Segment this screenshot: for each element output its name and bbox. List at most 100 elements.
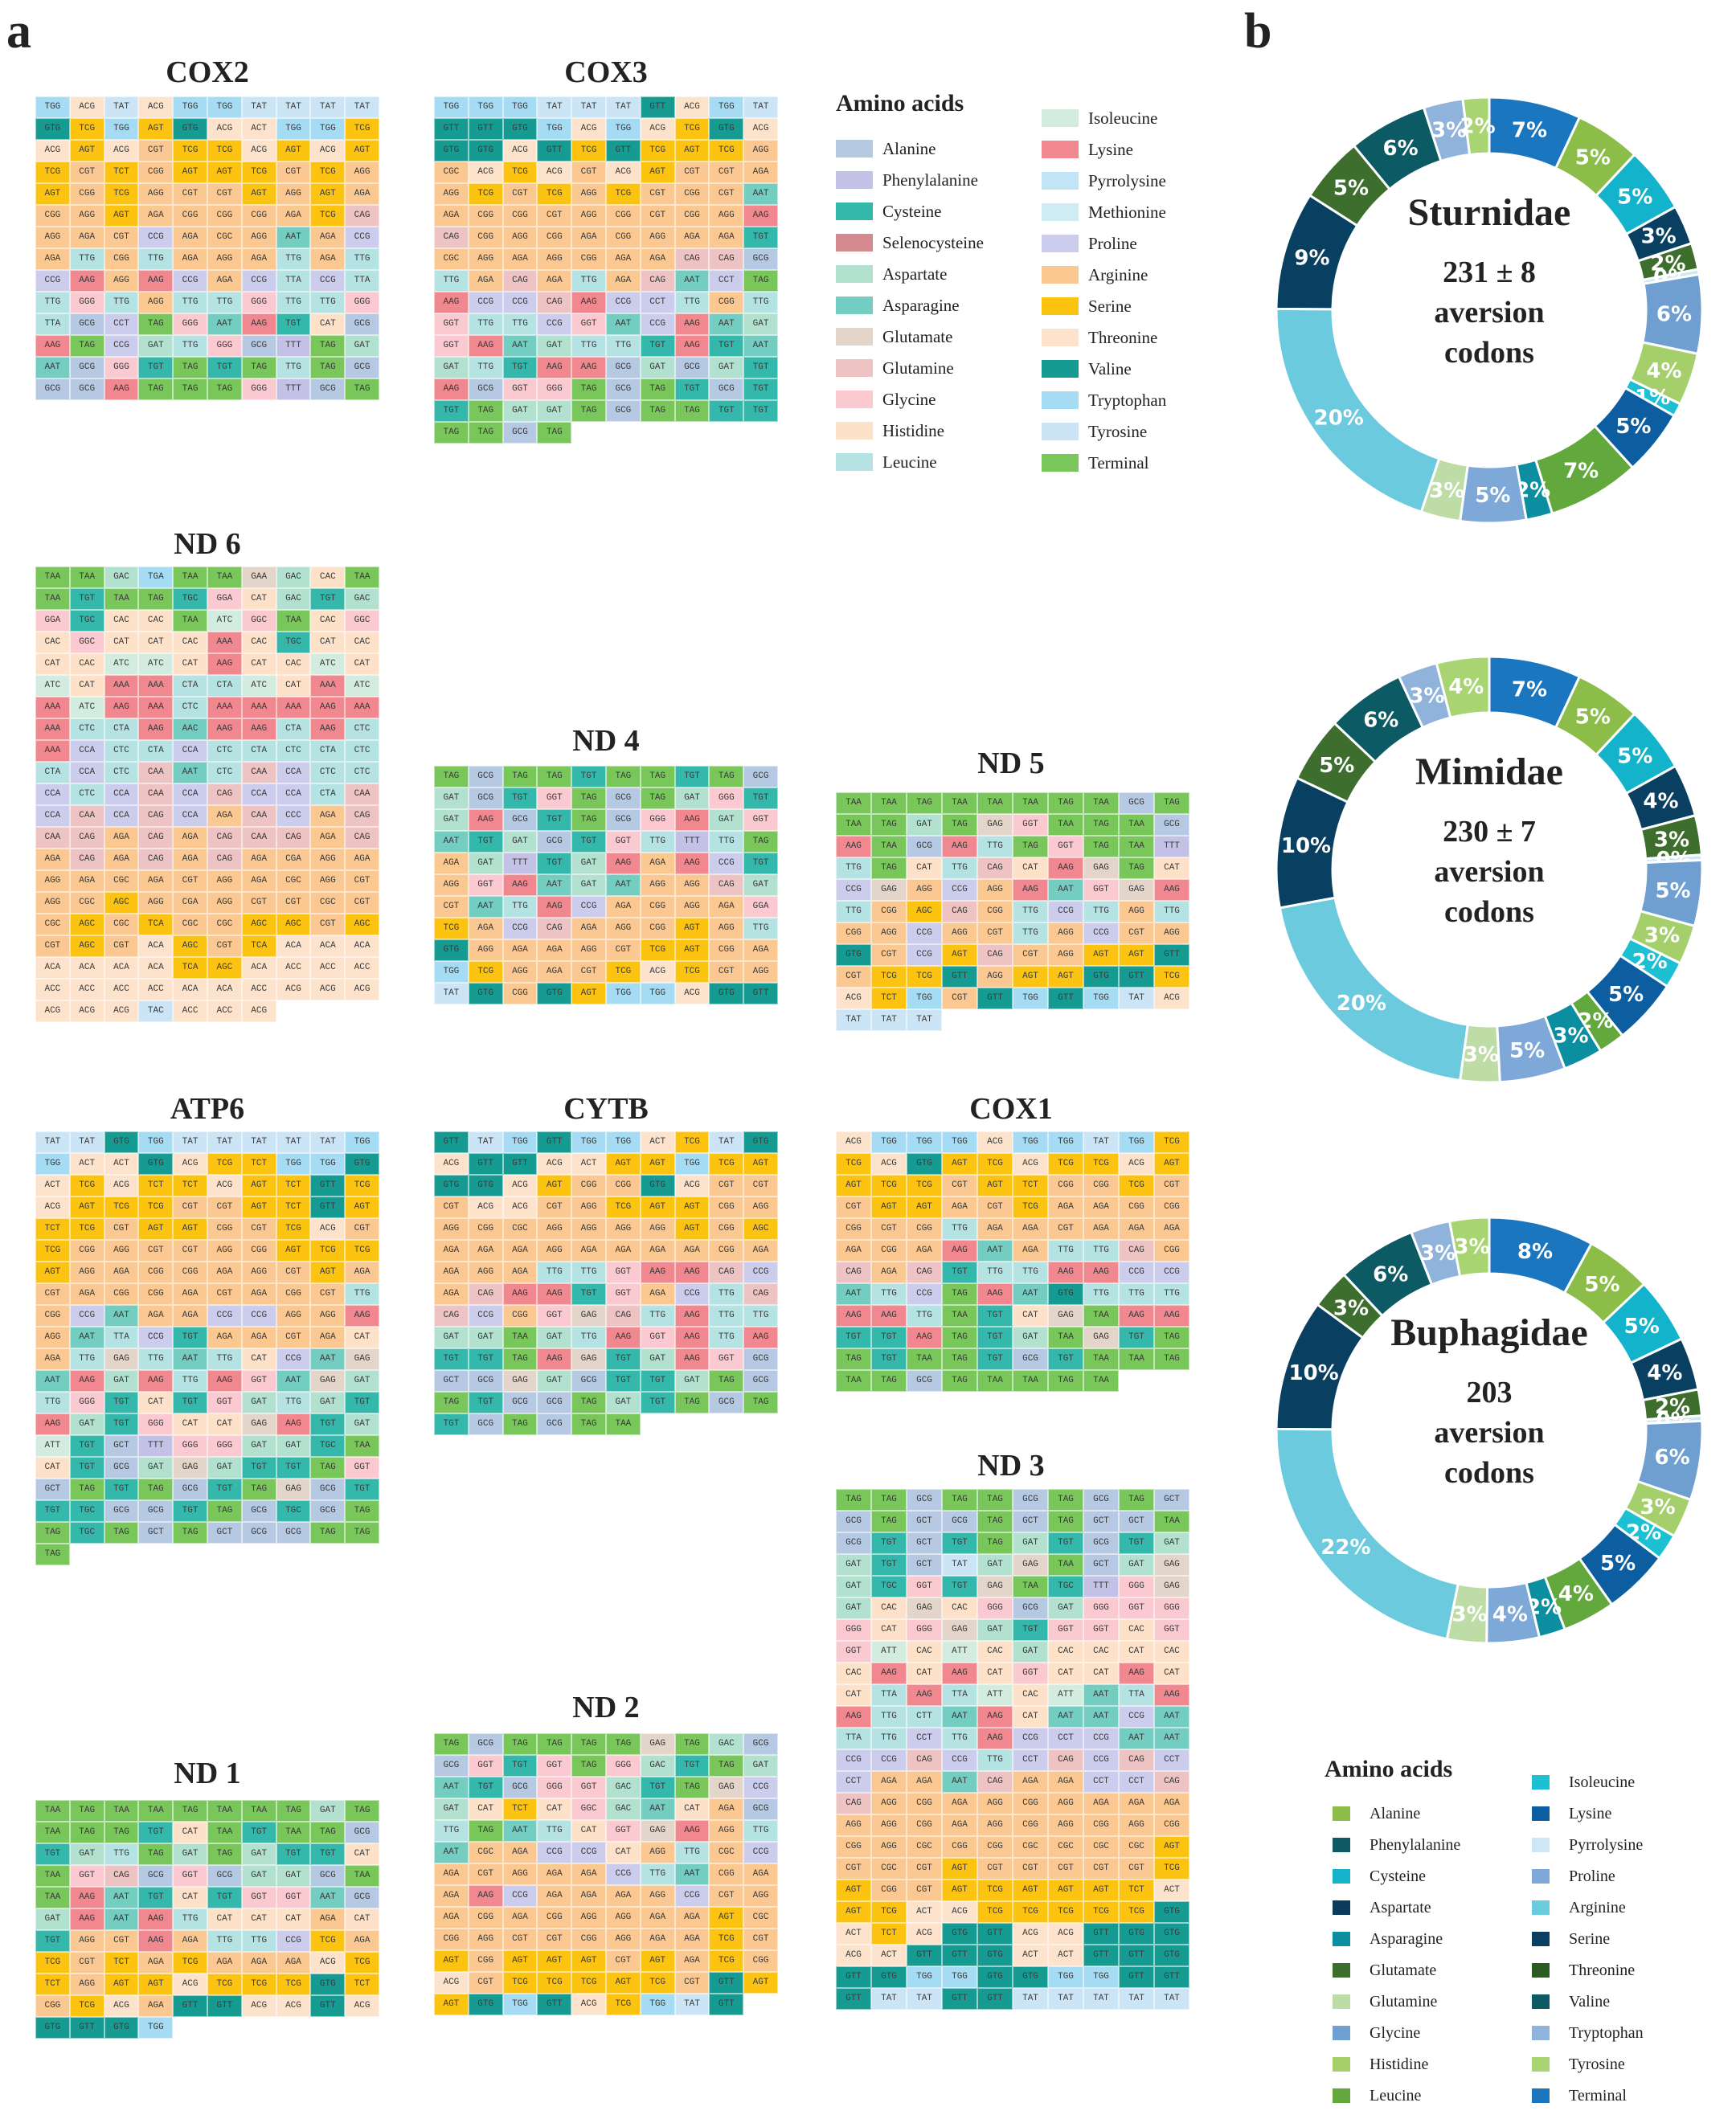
codon-cell: ACG: [35, 1196, 70, 1218]
codon-cell: AAG: [674, 853, 710, 874]
codon-cell: AGA: [173, 1305, 207, 1327]
codon-cell: ACG: [69, 96, 104, 118]
codon-cell: TAA: [241, 1800, 276, 1822]
codon-cell: GGT: [1048, 1619, 1083, 1641]
codon-cell: TAG: [977, 1489, 1013, 1511]
codon-cell: GTG: [907, 1153, 942, 1175]
codon-cell: CAG: [977, 1771, 1013, 1793]
codon-cell: ACT: [69, 1153, 104, 1175]
legend-label: Tyrosine: [1569, 2056, 1625, 2073]
codon-cell: TCG: [35, 162, 70, 183]
codon-cell: TAT: [571, 96, 606, 118]
codon-block-nd5: TAA TAA TAG TAA TAA TAA TAG TAA GCG TAG TAA TAG GAT T…: [836, 792, 1189, 1031]
codon-cell: AGG: [606, 1907, 641, 1929]
donut-slice-label: 5%: [1617, 185, 1652, 209]
codon-cell: GCG: [104, 1500, 139, 1522]
codon-cell: AGA: [674, 1240, 710, 1262]
codon-cell: CGG: [241, 1240, 276, 1262]
codon-cell: CGG: [35, 205, 70, 227]
codon-cell: GAT: [1119, 1554, 1154, 1576]
codon-cell: TCT: [276, 1175, 311, 1196]
donut-slice-label: 5%: [1333, 176, 1369, 200]
codon-cell: AGG: [977, 966, 1013, 988]
codon-cell: CGG: [709, 1240, 744, 1262]
codon-cell: CGG: [606, 205, 641, 227]
codon-cell: GAT: [537, 1370, 572, 1392]
codon-cell: TGT: [345, 1392, 379, 1413]
codon-cell: AAG: [571, 357, 606, 378]
codon-cell: TCG: [871, 1175, 907, 1196]
codon-cell: CAG: [907, 1749, 942, 1771]
codon-cell: TCG: [606, 961, 641, 983]
codon-cell: AGT: [69, 140, 104, 162]
codon-cell: GTG: [468, 983, 503, 1004]
codon-cell: GAC: [104, 567, 139, 588]
donut-slice-label: 3%: [1429, 479, 1464, 503]
legend-swatch: [836, 391, 873, 408]
codon-cell: TAG: [1119, 857, 1154, 879]
codon-cell: AAA: [104, 675, 139, 697]
codon-cell: AAT: [173, 762, 207, 783]
codon-cell: GTG: [871, 1966, 907, 1988]
codon-cell: AGA: [241, 248, 276, 270]
codon-cell: AGG: [674, 896, 710, 918]
codon-cell: CAG: [345, 827, 379, 849]
codon-cell: TAT: [35, 1131, 70, 1153]
codon-cell: TCA: [241, 935, 276, 957]
codon-cell: CGG: [907, 1218, 942, 1240]
codon-cell: AGA: [942, 1196, 977, 1218]
donut-slice-label: 5%: [1624, 1315, 1660, 1339]
codon-cell: AGT: [977, 1175, 1013, 1196]
codon-cell: AGA: [1154, 1218, 1189, 1240]
codon-cell: TGT: [640, 1392, 675, 1413]
codon-cell: AAA: [207, 632, 242, 653]
codon-cell: CAG: [1048, 1749, 1083, 1771]
codon-cell: AAG: [502, 1283, 538, 1305]
codon-cell: TAG: [241, 1479, 276, 1500]
codon-cell: AAG: [310, 718, 346, 740]
codon-cell: CCG: [241, 1305, 276, 1327]
codon-cell: TAG: [1154, 792, 1189, 814]
legend-label: Histidine: [1370, 2056, 1429, 2073]
codon-cell: TAG: [836, 1348, 871, 1370]
legend-swatch: [836, 171, 873, 189]
codon-cell: AGA: [640, 1929, 675, 1950]
codon-cell: TAG: [571, 787, 606, 809]
codon-cell: AGA: [138, 205, 174, 227]
codon-cell: TCG: [1154, 966, 1189, 988]
codon-cell: CAT: [104, 632, 139, 653]
codon-cell: AGA: [640, 1240, 675, 1262]
codon-cell: TCT: [35, 1218, 70, 1240]
codon-cell: TAT: [310, 1131, 346, 1153]
codon-cell: AGA: [709, 1798, 744, 1820]
codon-cell: TAT: [434, 983, 469, 1004]
codon-cell: TGT: [207, 1887, 242, 1908]
codon-cell: CAT: [571, 1820, 606, 1842]
codon-cell: AGG: [468, 939, 503, 961]
legend-swatch: [1532, 1806, 1550, 1821]
codon-cell: AGA: [207, 1952, 242, 1974]
codon-cell: AGG: [345, 162, 379, 183]
codon-cell: AGG: [434, 1218, 469, 1240]
codon-cell: CGG: [502, 1305, 538, 1327]
codon-cell: GTG: [709, 983, 744, 1004]
codon-cell: TAA: [1119, 1348, 1154, 1370]
codon-cell: TGC: [69, 1500, 104, 1522]
codon-cell: AGA: [537, 1863, 572, 1885]
codon-cell: CGT: [104, 227, 139, 248]
codon-cell: CGG: [69, 1240, 104, 1262]
codon-cell: AAG: [674, 1262, 710, 1283]
codon-cell: CAT: [468, 1798, 503, 1820]
codon-cell: AAG: [1048, 857, 1083, 879]
codon-cell: TGT: [138, 1822, 174, 1843]
legend-label: Phenylalanine: [882, 170, 978, 190]
codon-cell: TTG: [104, 1843, 139, 1865]
codon-cell: TGT: [502, 1755, 538, 1777]
donut-word1: aversion: [1434, 296, 1545, 329]
codon-cell: CCA: [104, 805, 139, 827]
codon-cell: TCG: [468, 183, 503, 205]
codon-cell: TCT: [173, 1175, 207, 1196]
codon-cell: AGG: [207, 870, 242, 892]
codon-cell: AAT: [674, 270, 710, 292]
codon-cell: AAG: [836, 1305, 871, 1327]
